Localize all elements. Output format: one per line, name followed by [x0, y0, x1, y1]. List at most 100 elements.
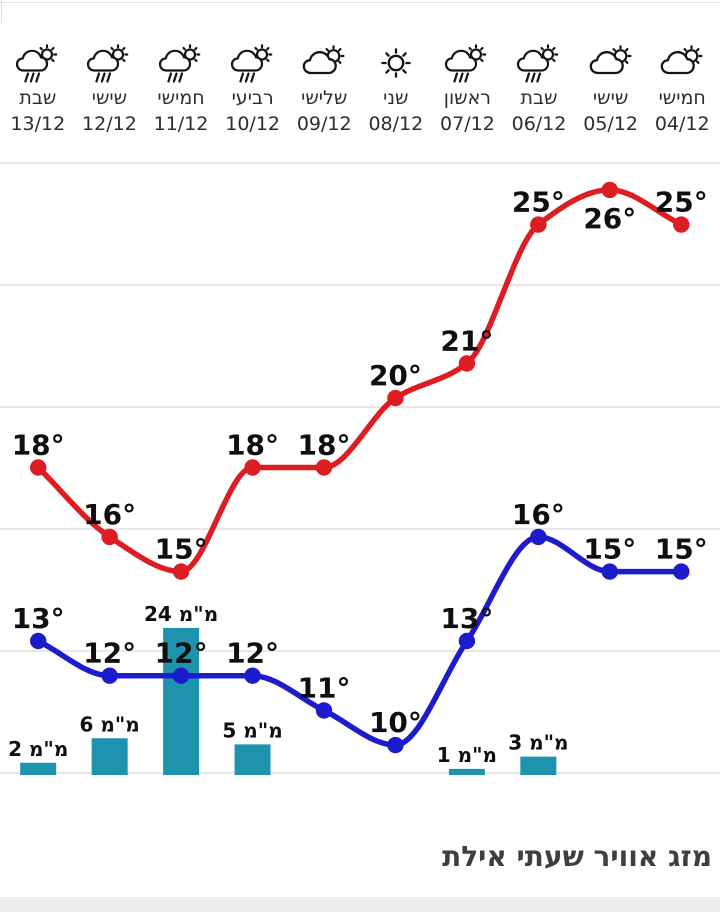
day-column: ראשון 07/12 [432, 0, 504, 150]
day-name: שבת [520, 87, 558, 109]
high_temp_c-point [172, 563, 190, 580]
day-name: שלישי [301, 87, 348, 109]
left-edge-divider [1, 0, 2, 22]
low_temp_c-label: 12° [155, 637, 208, 670]
high_temp_c-label: 21° [440, 324, 493, 357]
day-name: חמישי [658, 87, 706, 109]
high_temp_c-label: 26° [583, 202, 636, 235]
low_temp_c-label: 11° [298, 671, 351, 704]
sun-rain-icon [157, 44, 205, 84]
low_temp_c-label: 16° [512, 498, 565, 531]
high_temp_c-label: 18° [12, 429, 65, 462]
day-date: 10/12 [225, 113, 280, 135]
precipitation-label: מ"מ 1 [437, 743, 497, 767]
high_temp_c-label: 20° [369, 359, 422, 392]
low_temp_c-point [172, 667, 190, 684]
day-date: 09/12 [296, 113, 352, 135]
day-column: שישי 12/12 [74, 0, 146, 150]
day-column: חמישי 04/12 [646, 0, 718, 150]
sun-rain-icon [85, 44, 133, 84]
day-name: שישי [592, 87, 629, 109]
day-date: 08/12 [368, 113, 424, 135]
low_temp_c-label: 10° [369, 706, 422, 739]
low_temp_c-label: 12° [226, 637, 279, 670]
high_temp_c-label: 18° [298, 429, 351, 462]
day-date: 13/12 [10, 113, 66, 135]
low_temp_c-point [601, 563, 618, 580]
top-divider [0, 2, 720, 3]
precipitation-bar [448, 768, 485, 775]
low_temp_c-point [387, 736, 404, 754]
low_temp_c-point [315, 702, 333, 719]
forecast-day-header: חמישי 04/12 שישי 05/12 שבת 06/12 ראשון 07/12 שני… [0, 0, 720, 150]
day-name: שישי [91, 87, 128, 109]
high_temp_c-point [30, 459, 47, 476]
chart-title: מזג אוויר שעתי אילת [442, 840, 712, 873]
precipitation-bar [520, 756, 557, 775]
day-column: שלישי 09/12 [288, 0, 360, 150]
precipitation-bar [234, 744, 271, 775]
precipitation-label: מ"מ 6 [80, 712, 140, 736]
day-date: 04/12 [654, 113, 710, 135]
sun-cloud-icon [587, 44, 635, 84]
low_temp_c-line [35, 534, 684, 748]
day-date: 07/12 [440, 113, 495, 135]
high_temp_c-point [244, 459, 261, 476]
precipitation-label: מ"מ 3 [508, 731, 568, 755]
low_temp_c-point [673, 563, 690, 580]
sun-cloud-icon [658, 44, 706, 84]
day-date: 12/12 [82, 113, 137, 135]
high_temp_c-point [673, 216, 690, 233]
low_temp_c-label: 12° [83, 637, 136, 670]
sun-rain-icon [229, 44, 277, 84]
low_temp_c-point [244, 667, 261, 684]
low_temp_c-point [530, 528, 547, 546]
high_temp_c-line [35, 187, 684, 575]
precipitation-bar [91, 738, 128, 775]
sun-icon [372, 44, 420, 84]
high_temp_c-point [601, 181, 618, 199]
high_temp_c-point [458, 355, 476, 372]
precipitation-label: מ"מ 24 [144, 602, 218, 626]
low_temp_c-label: 15° [583, 533, 636, 566]
day-name: ראשון [443, 87, 492, 109]
high_temp_c-point [387, 389, 404, 407]
day-column: שבת 06/12 [503, 0, 575, 150]
day-name: רביעי [231, 87, 274, 109]
low_temp_c-point [458, 632, 476, 650]
low_temp_c-point [30, 632, 47, 650]
high_temp_c-point [101, 528, 118, 546]
day-column: שישי 05/12 [575, 0, 647, 150]
sun-cloud-icon [300, 44, 348, 84]
day-date: 11/12 [153, 113, 209, 135]
day-name: חמישי [157, 87, 205, 109]
precipitation-label: מ"מ 2 [8, 737, 68, 761]
sun-rain-icon [515, 44, 563, 84]
low_temp_c-label: 15° [655, 533, 708, 566]
high_temp_c-label: 16° [83, 498, 136, 531]
day-column: חמישי 11/12 [145, 0, 217, 150]
day-column: רביעי 10/12 [217, 0, 289, 150]
day-name: שבת [19, 87, 57, 109]
day-date: 05/12 [583, 113, 638, 135]
high_temp_c-label: 25° [512, 186, 565, 219]
day-column: שני 08/12 [360, 0, 432, 150]
high_temp_c-label: 18° [226, 429, 279, 462]
low_temp_c-point [101, 667, 118, 684]
precipitation-bar [20, 762, 57, 775]
high_temp_c-point [315, 459, 333, 476]
sun-rain-icon [443, 44, 491, 84]
day-column: שבת 13/12 [2, 0, 74, 150]
footer-strip [0, 897, 720, 912]
low_temp_c-label: 13° [12, 602, 65, 635]
day-name: שני [383, 87, 409, 109]
high_temp_c-label: 25° [655, 186, 708, 219]
precipitation-label: מ"מ 5 [222, 718, 282, 742]
low_temp_c-label: 13° [440, 602, 493, 635]
sun-rain-icon [14, 44, 62, 84]
high_temp_c-label: 15° [155, 533, 208, 566]
day-date: 06/12 [511, 113, 567, 135]
high_temp_c-point [530, 216, 547, 233]
